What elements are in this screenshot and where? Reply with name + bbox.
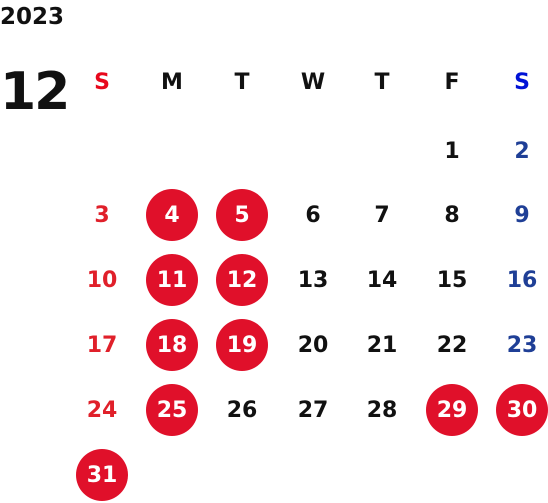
calendar-day[interactable]: 10 — [86, 267, 118, 293]
weekday-header: M — [161, 69, 183, 95]
month-label: 12 — [0, 62, 70, 122]
calendar-day-holiday[interactable]: 5 — [216, 189, 268, 241]
calendar-day[interactable]: 13 — [297, 267, 329, 293]
calendar-day[interactable]: 28 — [366, 397, 398, 423]
calendar-day-holiday[interactable]: 19 — [216, 319, 268, 371]
weekday-header: T — [374, 69, 390, 95]
weekday-header: S — [94, 69, 110, 95]
calendar-day-holiday[interactable]: 4 — [146, 189, 198, 241]
weekday-header: F — [444, 69, 460, 95]
calendar-day[interactable]: 26 — [226, 397, 258, 423]
calendar-day[interactable]: 16 — [506, 267, 538, 293]
calendar-day[interactable]: 17 — [86, 332, 118, 358]
calendar-day[interactable]: 27 — [297, 397, 329, 423]
calendar-day-holiday[interactable]: 18 — [146, 319, 198, 371]
calendar-day-holiday[interactable]: 11 — [146, 254, 198, 306]
calendar-day[interactable]: 22 — [436, 332, 468, 358]
weekday-header: S — [514, 69, 530, 95]
calendar-day-holiday[interactable]: 29 — [426, 384, 478, 436]
calendar-day[interactable]: 3 — [94, 202, 110, 228]
calendar-day[interactable]: 2 — [514, 138, 530, 164]
calendar-day[interactable]: 9 — [514, 202, 530, 228]
calendar-day[interactable]: 6 — [305, 202, 321, 228]
calendar-day[interactable]: 1 — [444, 138, 460, 164]
calendar-day[interactable]: 7 — [374, 202, 390, 228]
calendar-day[interactable]: 23 — [506, 332, 538, 358]
weekday-header: W — [300, 69, 326, 95]
calendar-day[interactable]: 8 — [444, 202, 460, 228]
calendar-day-holiday[interactable]: 31 — [76, 449, 128, 501]
calendar-day[interactable]: 24 — [86, 397, 118, 423]
calendar-day[interactable]: 21 — [366, 332, 398, 358]
weekday-header: T — [234, 69, 250, 95]
calendar-day[interactable]: 14 — [366, 267, 398, 293]
calendar-day-holiday[interactable]: 25 — [146, 384, 198, 436]
calendar-day-holiday[interactable]: 30 — [496, 384, 548, 436]
calendar-day[interactable]: 20 — [297, 332, 329, 358]
calendar-day[interactable]: 15 — [436, 267, 468, 293]
year-label: 2023 — [0, 4, 65, 30]
calendar-day-holiday[interactable]: 12 — [216, 254, 268, 306]
